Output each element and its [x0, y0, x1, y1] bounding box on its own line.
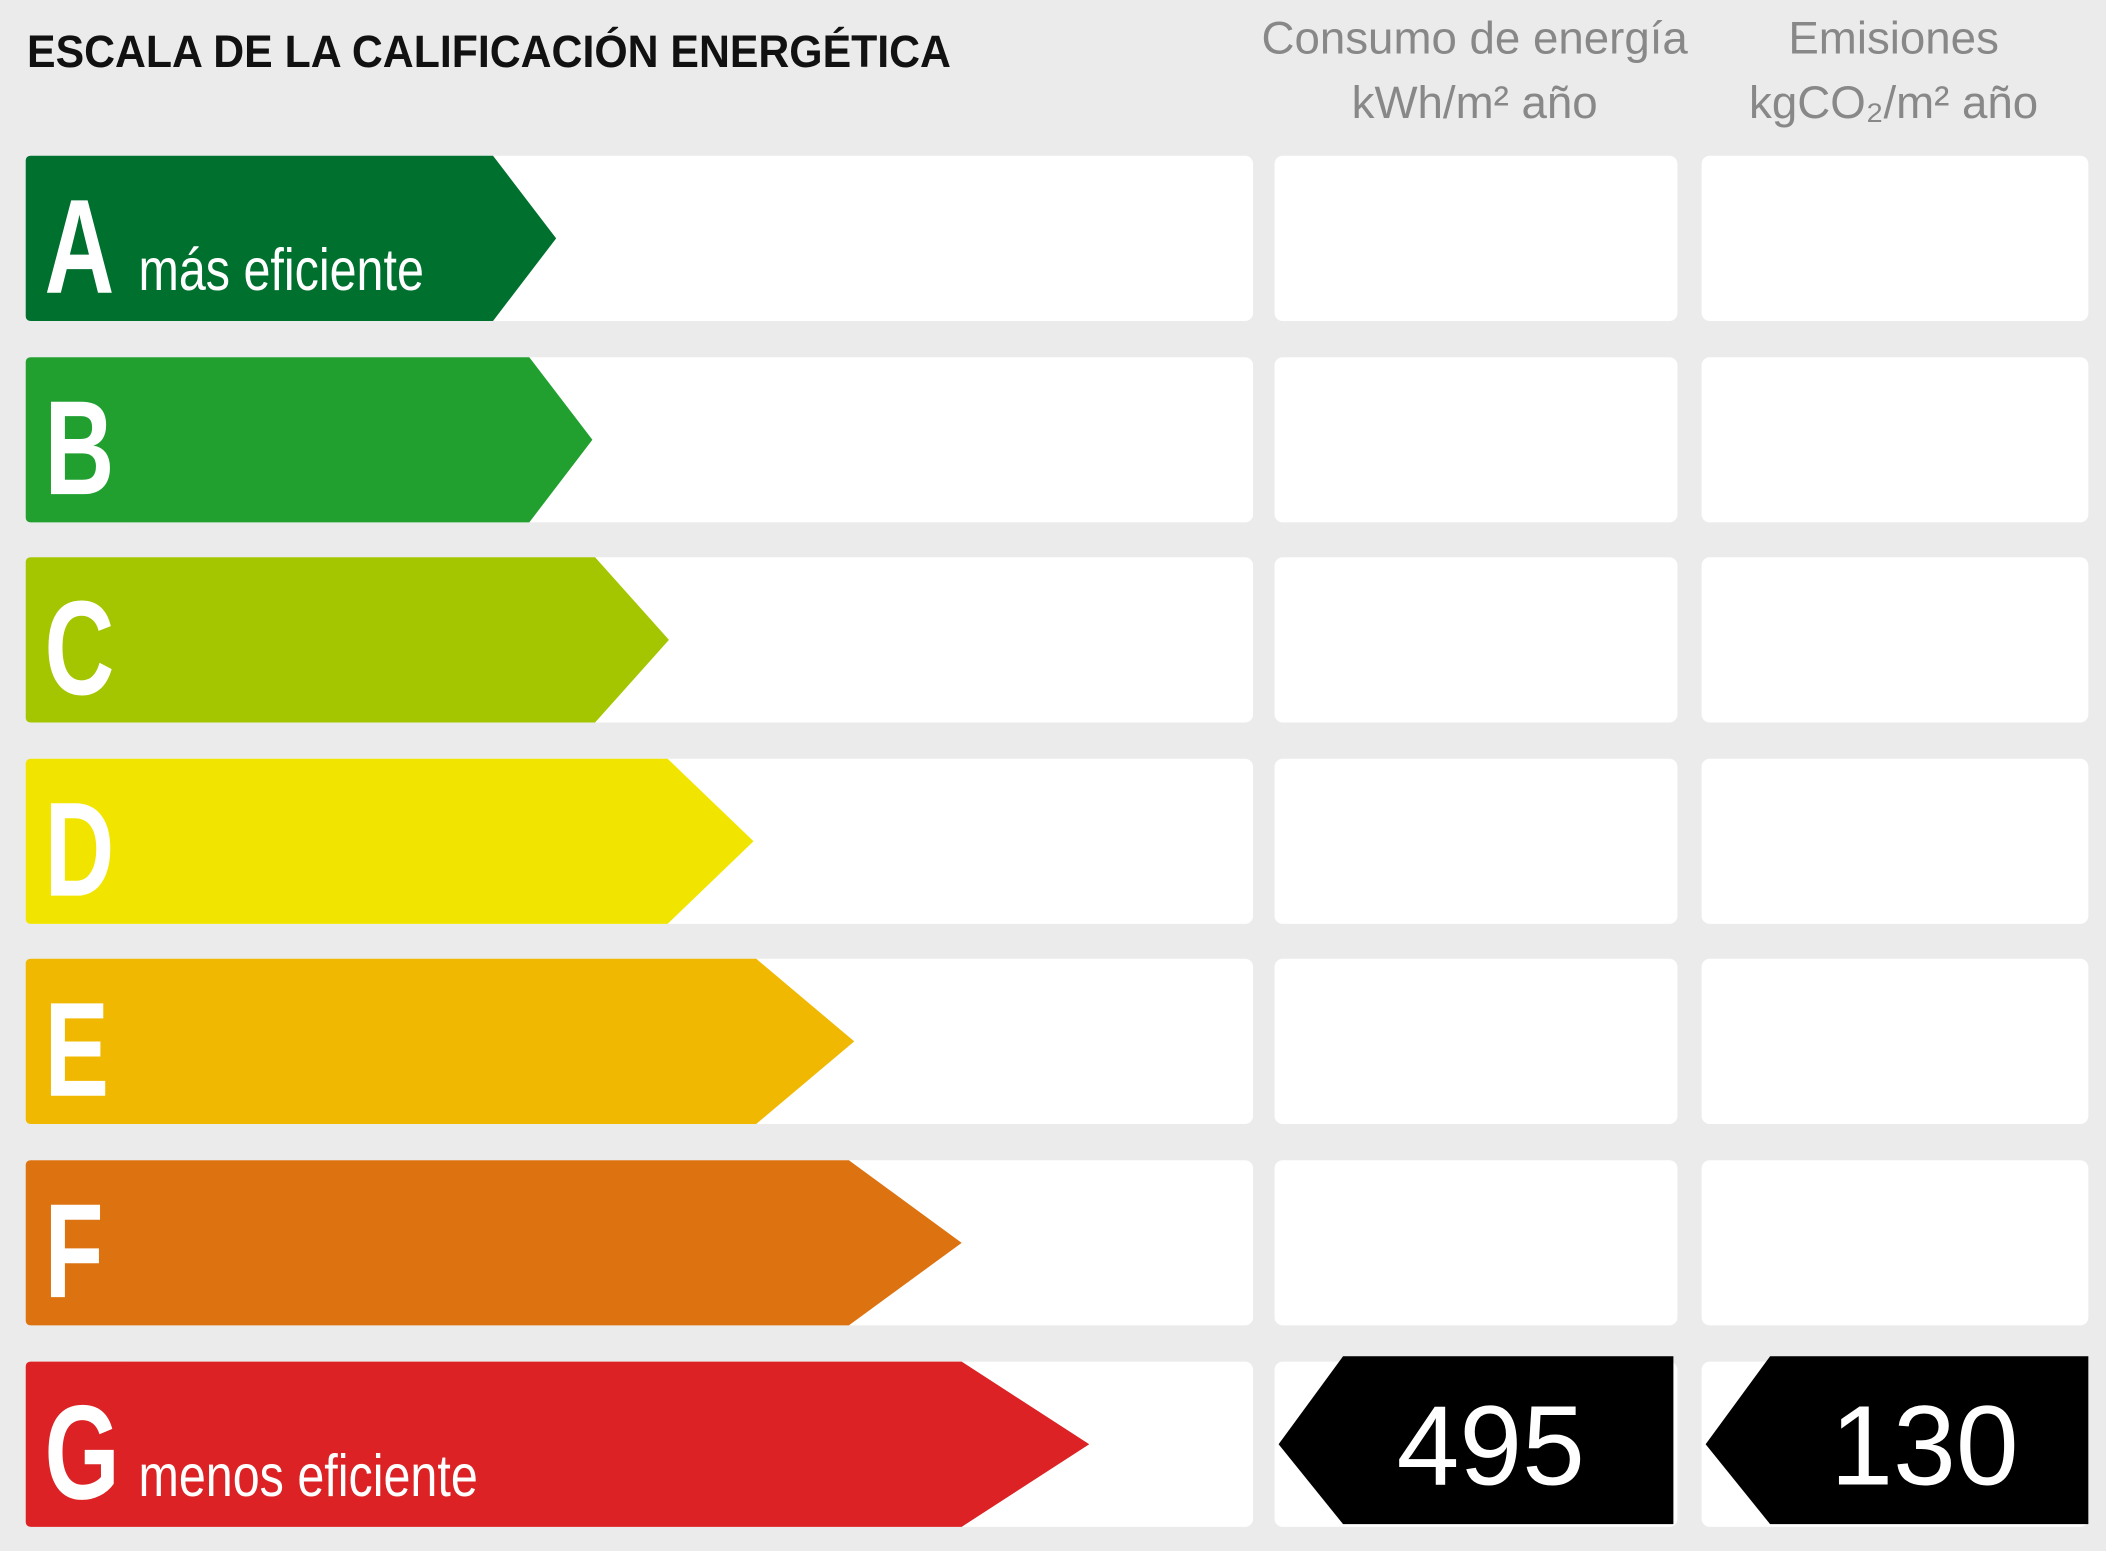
class-arrow	[25, 958, 855, 1124]
energy-indicator	[1278, 1356, 1674, 1525]
class-letter: D	[45, 774, 115, 924]
class-arrow	[25, 1361, 1090, 1527]
class-letter: C	[45, 573, 115, 723]
emissions-header: Emisiones	[1788, 13, 1999, 64]
energy-cell	[1274, 155, 1678, 321]
energy-unit: kWh/m² año	[1352, 77, 1598, 128]
energy-cell	[1274, 557, 1678, 723]
class-letter: F	[45, 1176, 104, 1326]
class-note: más eficiente	[139, 238, 424, 304]
class-arrow	[25, 155, 557, 321]
class-letter: G	[45, 1377, 120, 1527]
class-arrow	[25, 557, 669, 723]
energy-cell	[1274, 958, 1678, 1124]
energy-cell	[1274, 357, 1678, 523]
class-arrow	[25, 1160, 962, 1326]
class-note: menos eficiente	[139, 1443, 478, 1509]
energy-header: Consumo de energía	[1262, 13, 1689, 64]
emissions-cell	[1701, 1160, 2089, 1326]
emissions-cell	[1701, 557, 2089, 723]
emissions-cell	[1701, 758, 2089, 924]
emissions-value: 130	[1830, 1383, 2018, 1509]
energy-cell	[1274, 1160, 1678, 1326]
title: ESCALA DE LA CALIFICACIÓN ENERGÉTICA	[27, 25, 951, 77]
class-letter: E	[45, 974, 109, 1124]
energy-value: 495	[1397, 1383, 1585, 1509]
class-arrow	[25, 357, 593, 523]
emissions-indicator	[1705, 1356, 2089, 1525]
emissions-cell	[1701, 357, 2089, 523]
class-arrow	[25, 758, 754, 924]
class-letter: A	[45, 171, 115, 321]
emissions-unit: kgCO₂/m² año	[1749, 77, 2038, 128]
energy-cell	[1274, 758, 1678, 924]
emissions-cell	[1701, 958, 2089, 1124]
class-letter: B	[45, 373, 115, 523]
emissions-cell	[1701, 155, 2089, 321]
